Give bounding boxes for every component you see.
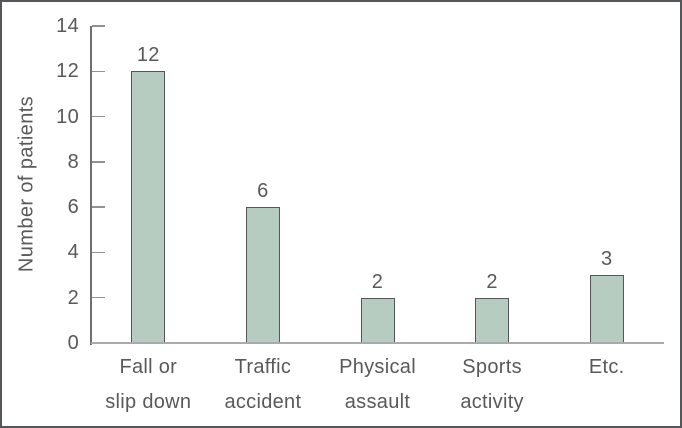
- y-tick-label: 8: [67, 150, 79, 173]
- bar-value-label: 6: [257, 180, 269, 203]
- x-axis-line: [91, 342, 664, 344]
- bar-value-label: 12: [136, 44, 160, 67]
- y-tick-mark: [92, 206, 105, 208]
- x-category-label-line: assault: [344, 391, 411, 413]
- bar-value-label: 3: [600, 248, 613, 271]
- bar-5: [589, 275, 624, 343]
- x-category-label-line: Sports: [462, 356, 522, 378]
- x-category-label: Sports activity: [422, 350, 562, 420]
- y-tick-mark: [92, 161, 105, 163]
- y-tick-label: 2: [67, 286, 79, 309]
- x-category-label-line: Fall or: [119, 356, 178, 378]
- x-category-label-line: activity: [460, 391, 524, 413]
- y-tick-label: 0: [67, 332, 79, 354]
- y-tick-mark: [92, 70, 105, 73]
- y-tick-label: 14: [56, 15, 79, 37]
- x-category-label-line: Traffic: [234, 356, 292, 378]
- bar-1: [131, 71, 166, 343]
- x-category-label: Fall or slip down: [78, 350, 218, 420]
- bar-value-label: 2: [371, 270, 384, 293]
- y-tick-label: 4: [67, 241, 79, 264]
- x-category-label: Etc.: [537, 350, 677, 385]
- x-category-label: Physical assault: [308, 350, 448, 420]
- y-tick-mark: [92, 251, 105, 254]
- y-axis-line: [90, 26, 92, 345]
- y-tick-label: 10: [56, 105, 79, 128]
- x-category-label-line: Etc.: [588, 356, 625, 378]
- y-tick-label: 6: [67, 196, 79, 219]
- x-category-label-line: Physical: [339, 356, 416, 378]
- x-category-label: Traffic accident: [193, 350, 333, 420]
- bar-4: [475, 297, 510, 343]
- y-tick-mark: [92, 115, 105, 118]
- y-tick-mark: [92, 25, 105, 27]
- x-category-label-line: slip down: [105, 391, 192, 413]
- x-category-label-line: accident: [224, 391, 302, 413]
- bar-2: [245, 207, 280, 343]
- bar-value-label: 2: [486, 270, 498, 293]
- y-tick-mark: [92, 296, 105, 299]
- y-tick-label: 12: [56, 60, 79, 83]
- bar-3: [360, 297, 395, 343]
